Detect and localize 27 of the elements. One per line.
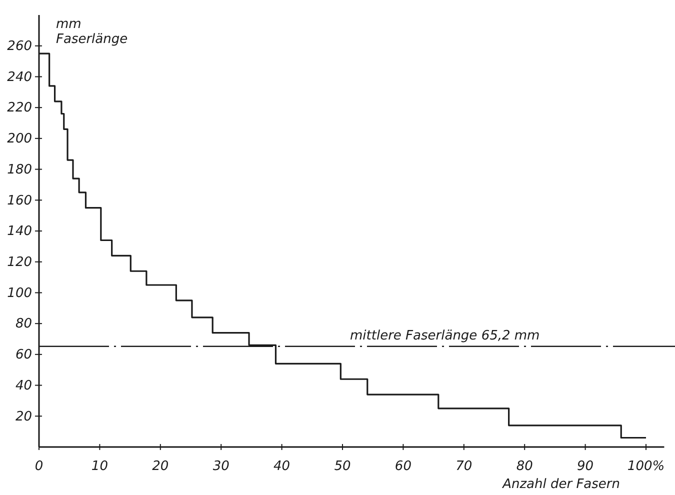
y-tick-label: 40 (15, 378, 32, 394)
y-tick-label: 240 (7, 70, 32, 85)
y-tick-label: 60 (15, 348, 32, 363)
x-axis-title: Anzahl der Fasern (502, 477, 620, 492)
x-tick-label: 0 (34, 459, 44, 474)
y-tick-label: 140 (7, 224, 32, 240)
y-tick-label: 220 (7, 100, 32, 116)
y-tick-label: 120 (7, 255, 32, 270)
x-tick-label: 10 (91, 459, 108, 474)
ref-line-label: mittlere Faserlänge 65,2 mm (350, 328, 540, 344)
x-tick-label: 100% (627, 459, 665, 474)
y-tick-label: 160 (7, 193, 32, 208)
x-tick-label: 30 (212, 459, 230, 474)
y-tick-label: 200 (7, 132, 32, 147)
y-tick-label: 80 (15, 316, 32, 332)
x-tick-label: 40 (274, 459, 290, 474)
y-tick-label: 20 (15, 409, 32, 424)
y-axis-title: mm Faserlänge (56, 17, 128, 47)
x-tick-label: 20 (152, 459, 169, 474)
y-tick-label: 100 (7, 286, 32, 301)
y-tick-label: 260 (7, 39, 32, 54)
x-tick-label: 90 (577, 459, 594, 474)
x-tick-label: 50 (334, 459, 351, 474)
y-tick-label: 180 (7, 162, 32, 178)
x-tick-label: 80 (516, 459, 533, 474)
x-tick-label: 70 (456, 459, 472, 474)
x-tick-label: 60 (394, 459, 412, 474)
